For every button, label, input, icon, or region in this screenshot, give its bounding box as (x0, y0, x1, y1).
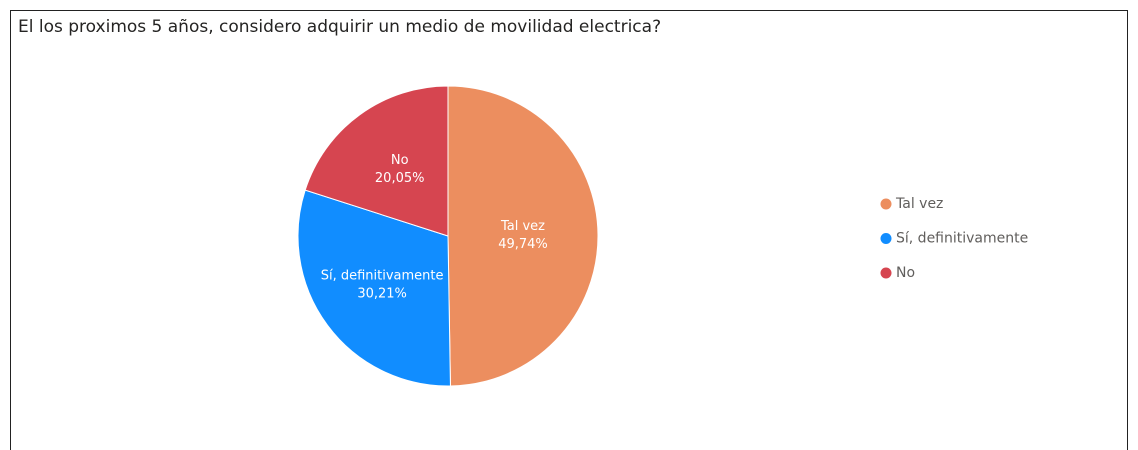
pie-slice (447, 85, 599, 387)
pie-slice (304, 85, 449, 237)
legend-marker (880, 198, 892, 210)
legend-label: Tal vez (895, 196, 943, 212)
slice-value-label: 30,21% (357, 286, 407, 301)
frame (10, 10, 1128, 450)
slice-category-label: Tal vez (500, 219, 545, 234)
legend-label: No (896, 265, 915, 281)
slice-value-label: 20,05% (375, 171, 425, 186)
legend-label: Sí, definitivamente (896, 231, 1028, 247)
chart-title: El los proximos 5 años, considero adquir… (18, 17, 661, 37)
slice-category-label: Sí, definitivamente (321, 268, 444, 283)
legend-marker (880, 267, 892, 279)
legend-marker (880, 233, 892, 244)
pie-slice (297, 189, 451, 387)
slice-category-label: No (391, 153, 409, 168)
slice-value-label: 49,74% (498, 237, 548, 252)
